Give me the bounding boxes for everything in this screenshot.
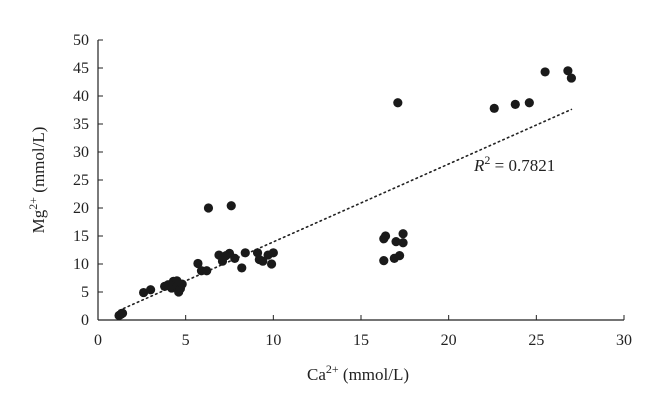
- data-point: [258, 256, 268, 266]
- data-point: [398, 229, 408, 239]
- data-point: [540, 67, 550, 77]
- y-tick-label: 10: [73, 256, 89, 273]
- x-tick-label: 10: [265, 332, 281, 349]
- data-point: [237, 263, 247, 273]
- axis-ticks: 0 5 10 15 20 25 30 0 5 10 15 20 25 30 35 40 45 50: [73, 32, 632, 349]
- data-point: [566, 73, 577, 83]
- data-point: [380, 231, 391, 241]
- x-tick-label: 25: [528, 332, 544, 349]
- y-tick-label: 50: [73, 32, 89, 49]
- y-tick-label: 40: [73, 88, 89, 105]
- data-point: [398, 238, 408, 248]
- x-tick-label: 30: [616, 332, 632, 349]
- r-squared-annotation: R2 = 0.7821: [473, 153, 555, 175]
- data-point: [146, 285, 156, 295]
- trendline: [118, 108, 573, 312]
- data-point: [510, 99, 520, 109]
- data-point: [393, 98, 403, 108]
- data-point: [391, 237, 401, 247]
- x-tick-label: 15: [353, 332, 369, 349]
- y-tick-label: 45: [73, 60, 89, 77]
- data-point: [193, 258, 203, 269]
- x-axis-title: Ca2+ (mmol/L): [307, 362, 409, 384]
- y-tick-label: 20: [73, 200, 89, 217]
- data-point: [203, 203, 214, 213]
- y-tick-label: 35: [73, 116, 89, 133]
- data-point: [268, 248, 278, 258]
- data-point: [394, 251, 405, 261]
- data-point: [524, 98, 534, 108]
- data-point: [117, 308, 128, 318]
- data-point: [489, 103, 499, 113]
- y-tick-label: 0: [81, 312, 89, 329]
- data-point: [138, 287, 149, 298]
- x-tick-label: 5: [182, 332, 190, 349]
- data-point: [563, 66, 573, 76]
- data-point: [240, 248, 250, 258]
- y-tick-label: 30: [73, 144, 89, 161]
- data-point: [202, 266, 212, 276]
- data-point: [379, 256, 389, 266]
- x-tick-label: 20: [441, 332, 457, 349]
- data-point: [230, 253, 240, 263]
- data-points: [114, 66, 577, 321]
- y-tick-label: 5: [81, 284, 89, 301]
- y-tick-label: 25: [73, 172, 89, 189]
- data-point: [177, 279, 187, 289]
- y-tick-label: 15: [73, 228, 89, 245]
- x-tick-label: 0: [94, 332, 102, 349]
- data-point: [266, 259, 277, 269]
- y-axis-title: Mg2+ (mmol/L): [26, 127, 48, 234]
- data-point: [226, 201, 236, 211]
